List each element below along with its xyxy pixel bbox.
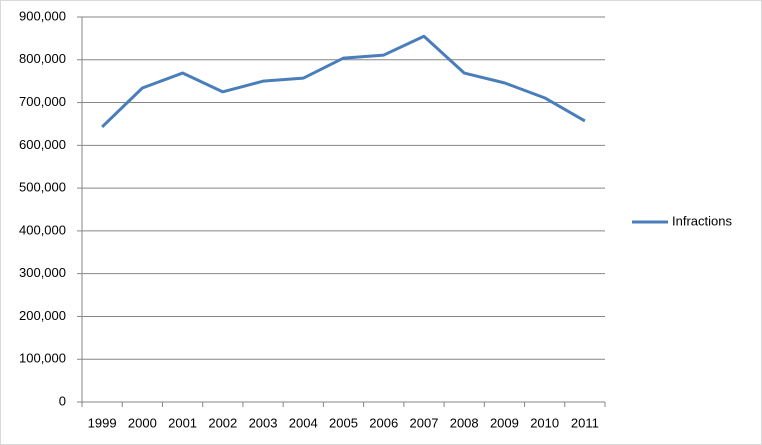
x-tick-label: 2006 (369, 415, 398, 430)
y-tick-label: 700,000 (19, 94, 66, 109)
x-tick-label: 2002 (208, 415, 237, 430)
legend-label: Infractions (672, 213, 732, 228)
x-tick-label: 2005 (329, 415, 358, 430)
y-tick-label: 500,000 (19, 180, 66, 195)
x-tick-label: 1999 (88, 415, 117, 430)
x-tick-label: 2001 (168, 415, 197, 430)
y-tick-label: 900,000 (19, 8, 66, 23)
y-tick-label: 400,000 (19, 222, 66, 237)
x-tick-label: 2008 (450, 415, 479, 430)
y-tick-label: 800,000 (19, 51, 66, 66)
x-tick-label: 2004 (289, 415, 318, 430)
x-tick-label: 2010 (530, 415, 559, 430)
series-line (101, 34, 586, 129)
x-tick-label: 2011 (571, 415, 599, 430)
x-tick-label: 2003 (249, 415, 278, 430)
y-tick-label: 100,000 (19, 351, 66, 366)
y-tick-label: 200,000 (19, 308, 66, 323)
y-tick-label: 0 (59, 393, 66, 408)
x-tick-label: 2009 (490, 415, 519, 430)
x-tick-label: 2000 (128, 415, 157, 430)
y-tick-label: 600,000 (19, 137, 66, 152)
y-tick-label: 300,000 (19, 265, 66, 280)
x-tick-label: 2007 (410, 415, 439, 430)
